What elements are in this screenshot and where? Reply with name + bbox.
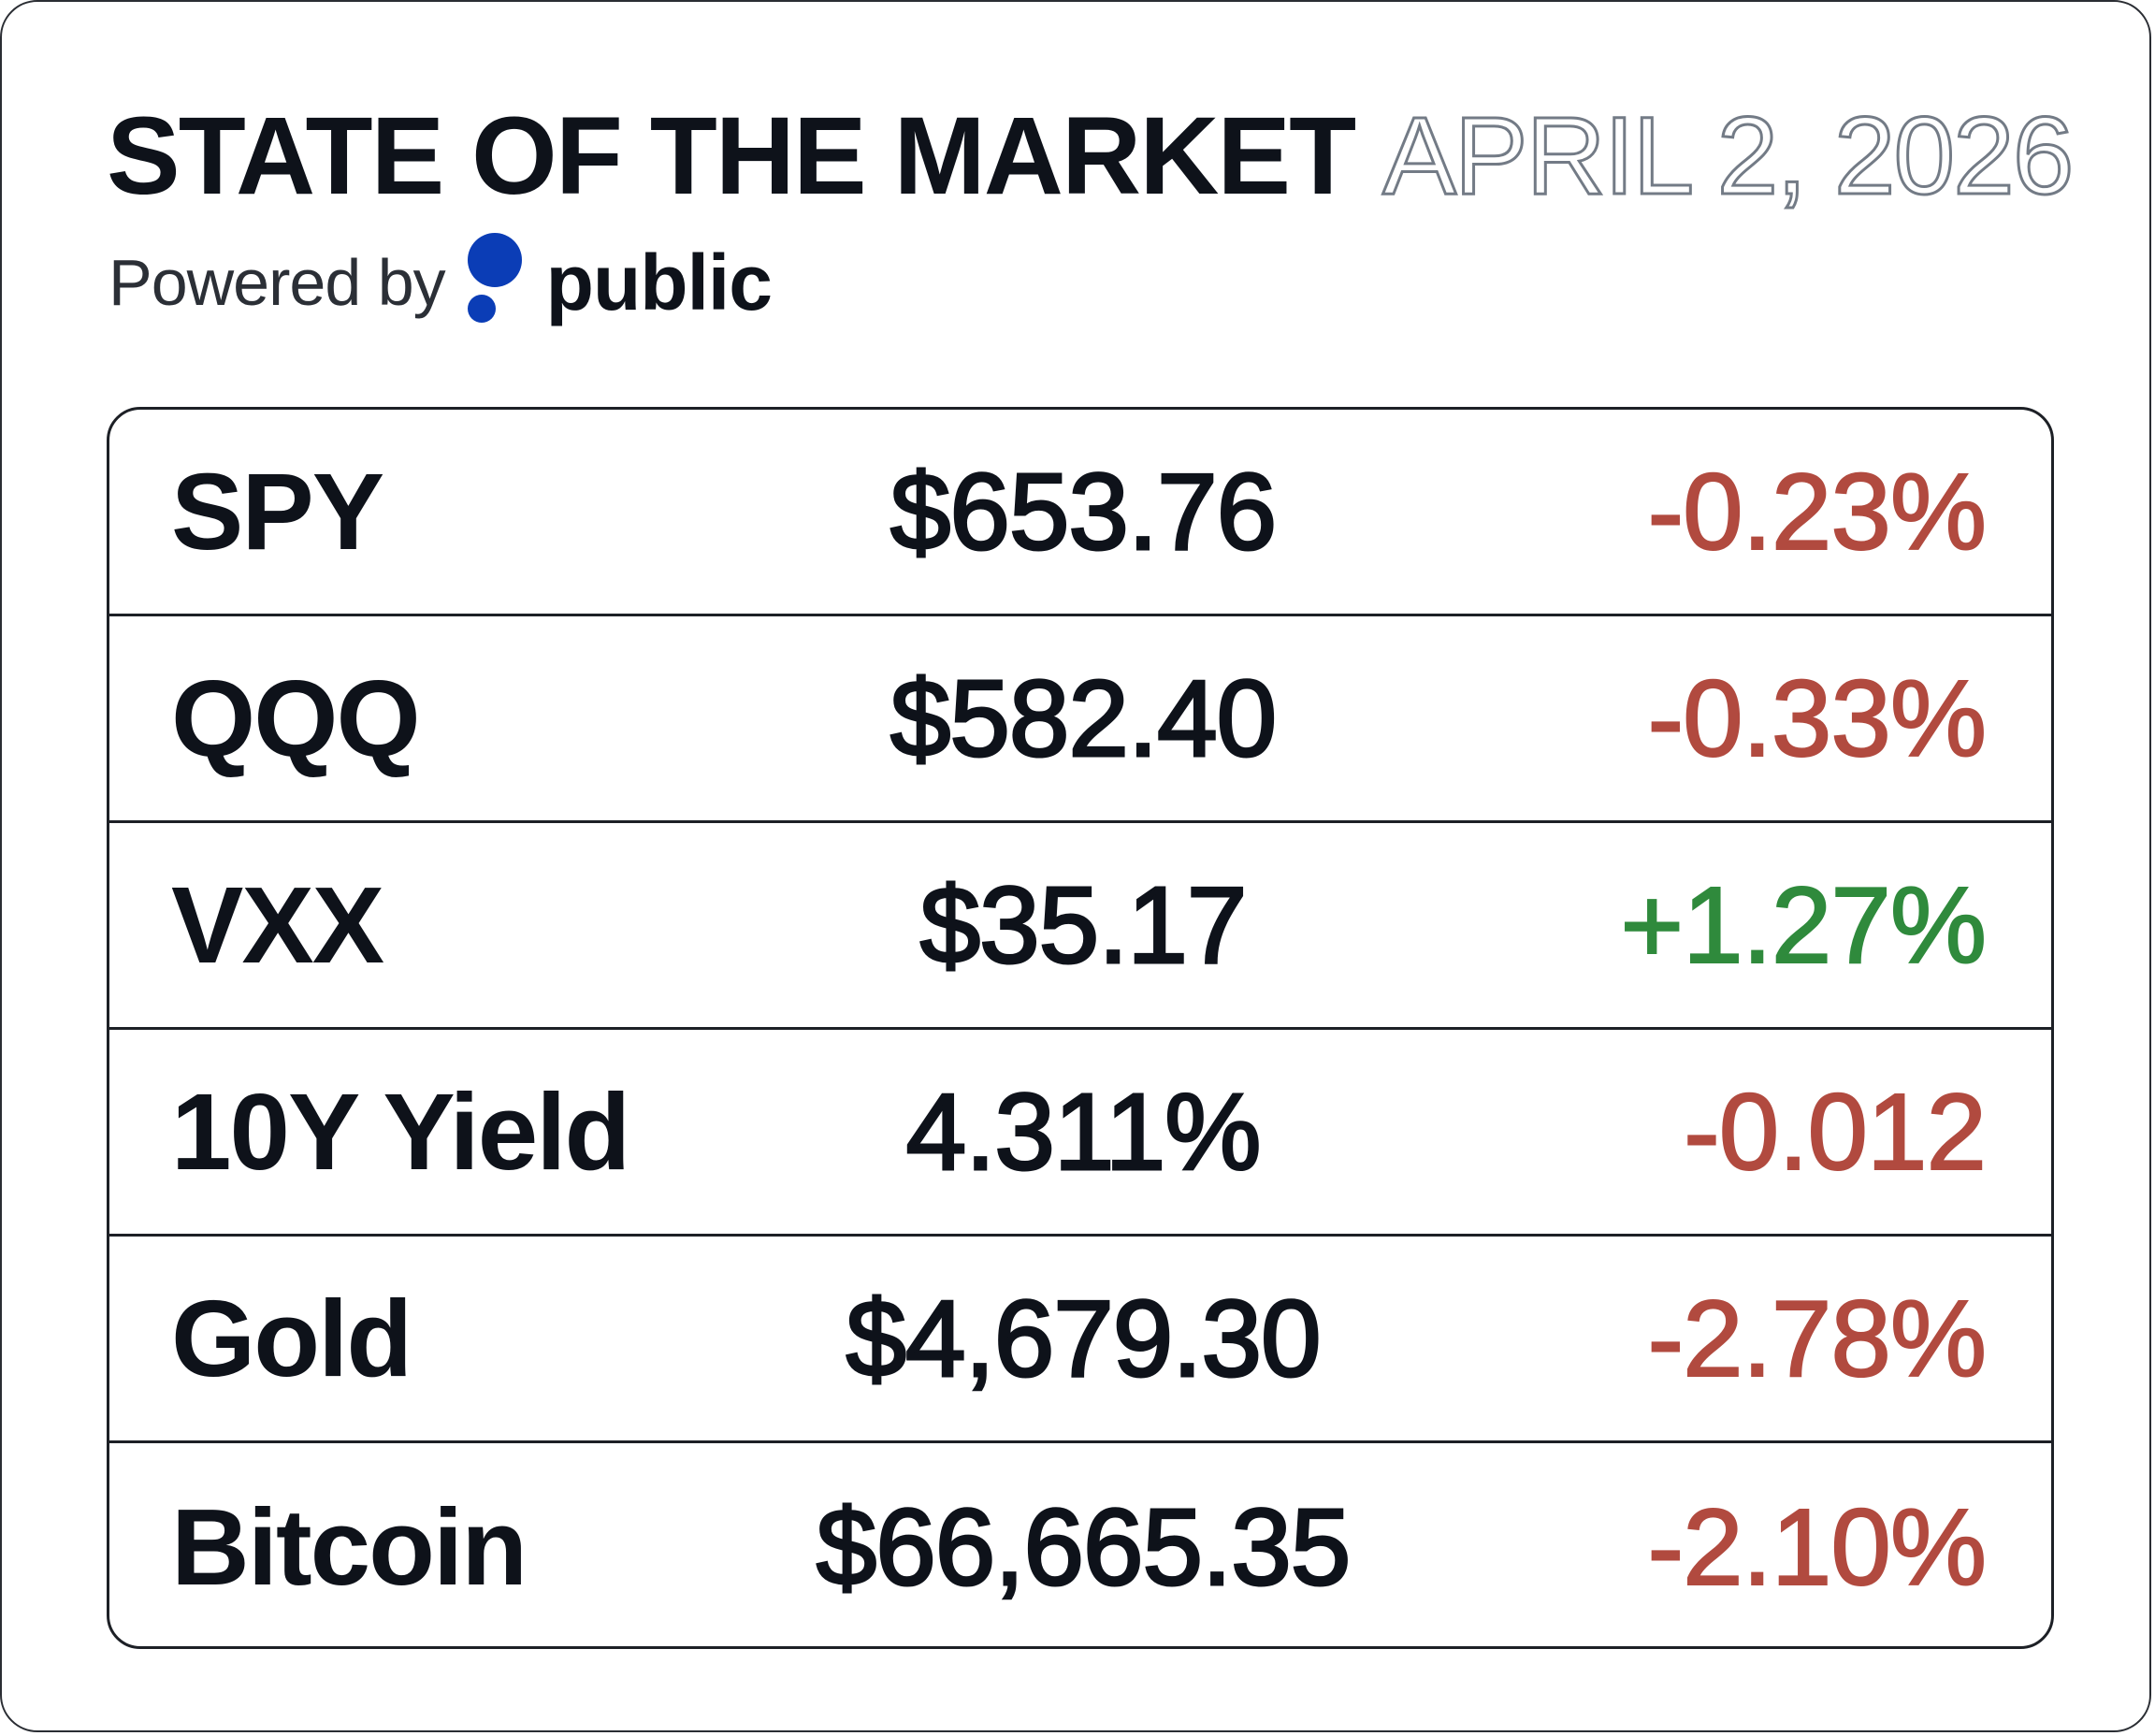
table-row-10y-yield: 10Y Yield 4.311% -0.012: [109, 1030, 2051, 1237]
table-row-qqq: QQQ $582.40 -0.33%: [109, 616, 2051, 823]
public-logo-icon: [462, 231, 528, 334]
asset-name: Gold: [171, 1278, 412, 1399]
asset-value: 4.311%: [904, 1070, 1263, 1194]
table-row-gold: Gold $4,679.30 -2.78%: [109, 1237, 2051, 1443]
asset-change: -0.012: [1683, 1070, 1988, 1194]
asset-value: $4,679.30: [845, 1277, 1323, 1401]
asset-change: -2.78%: [1646, 1277, 1988, 1400]
market-table: SPY $653.76 -0.23% QQQ $582.40 -0.33% VX…: [107, 407, 2054, 1649]
asset-change: +1.27%: [1619, 863, 1988, 987]
asset-change: -0.33%: [1646, 657, 1988, 780]
title-text: STATE OF THE MARKET: [107, 94, 1356, 218]
logo-dot-large: [467, 233, 522, 287]
asset-value: $66,665.35: [815, 1484, 1352, 1609]
powered-by-line: Powered by public: [108, 231, 773, 334]
table-row-spy: SPY $653.76 -0.23%: [109, 410, 2051, 616]
asset-value: $653.76: [889, 450, 1278, 574]
asset-name: SPY: [171, 451, 384, 572]
asset-value: $582.40: [889, 657, 1278, 781]
asset-name: VXX: [171, 864, 384, 986]
asset-name: Bitcoin: [171, 1485, 528, 1608]
table-row-vxx: VXX $35.17 +1.27%: [109, 823, 2051, 1030]
asset-name: 10Y Yield: [171, 1071, 630, 1193]
asset-value: $35.17: [918, 863, 1249, 988]
asset-change: -0.23%: [1646, 450, 1988, 573]
logo-dot-small: [467, 295, 496, 323]
powered-by-label: Powered by: [108, 246, 446, 319]
brand-name: public: [545, 238, 773, 326]
title-date: APRIL 2, 2026: [1381, 94, 2075, 219]
asset-name: QQQ: [171, 658, 421, 779]
table-row-bitcoin: Bitcoin $66,665.35 -2.10%: [109, 1443, 2051, 1646]
asset-change: -2.10%: [1646, 1485, 1988, 1609]
page-title: STATE OF THE MARKET APRIL 2, 2026: [107, 94, 2075, 219]
